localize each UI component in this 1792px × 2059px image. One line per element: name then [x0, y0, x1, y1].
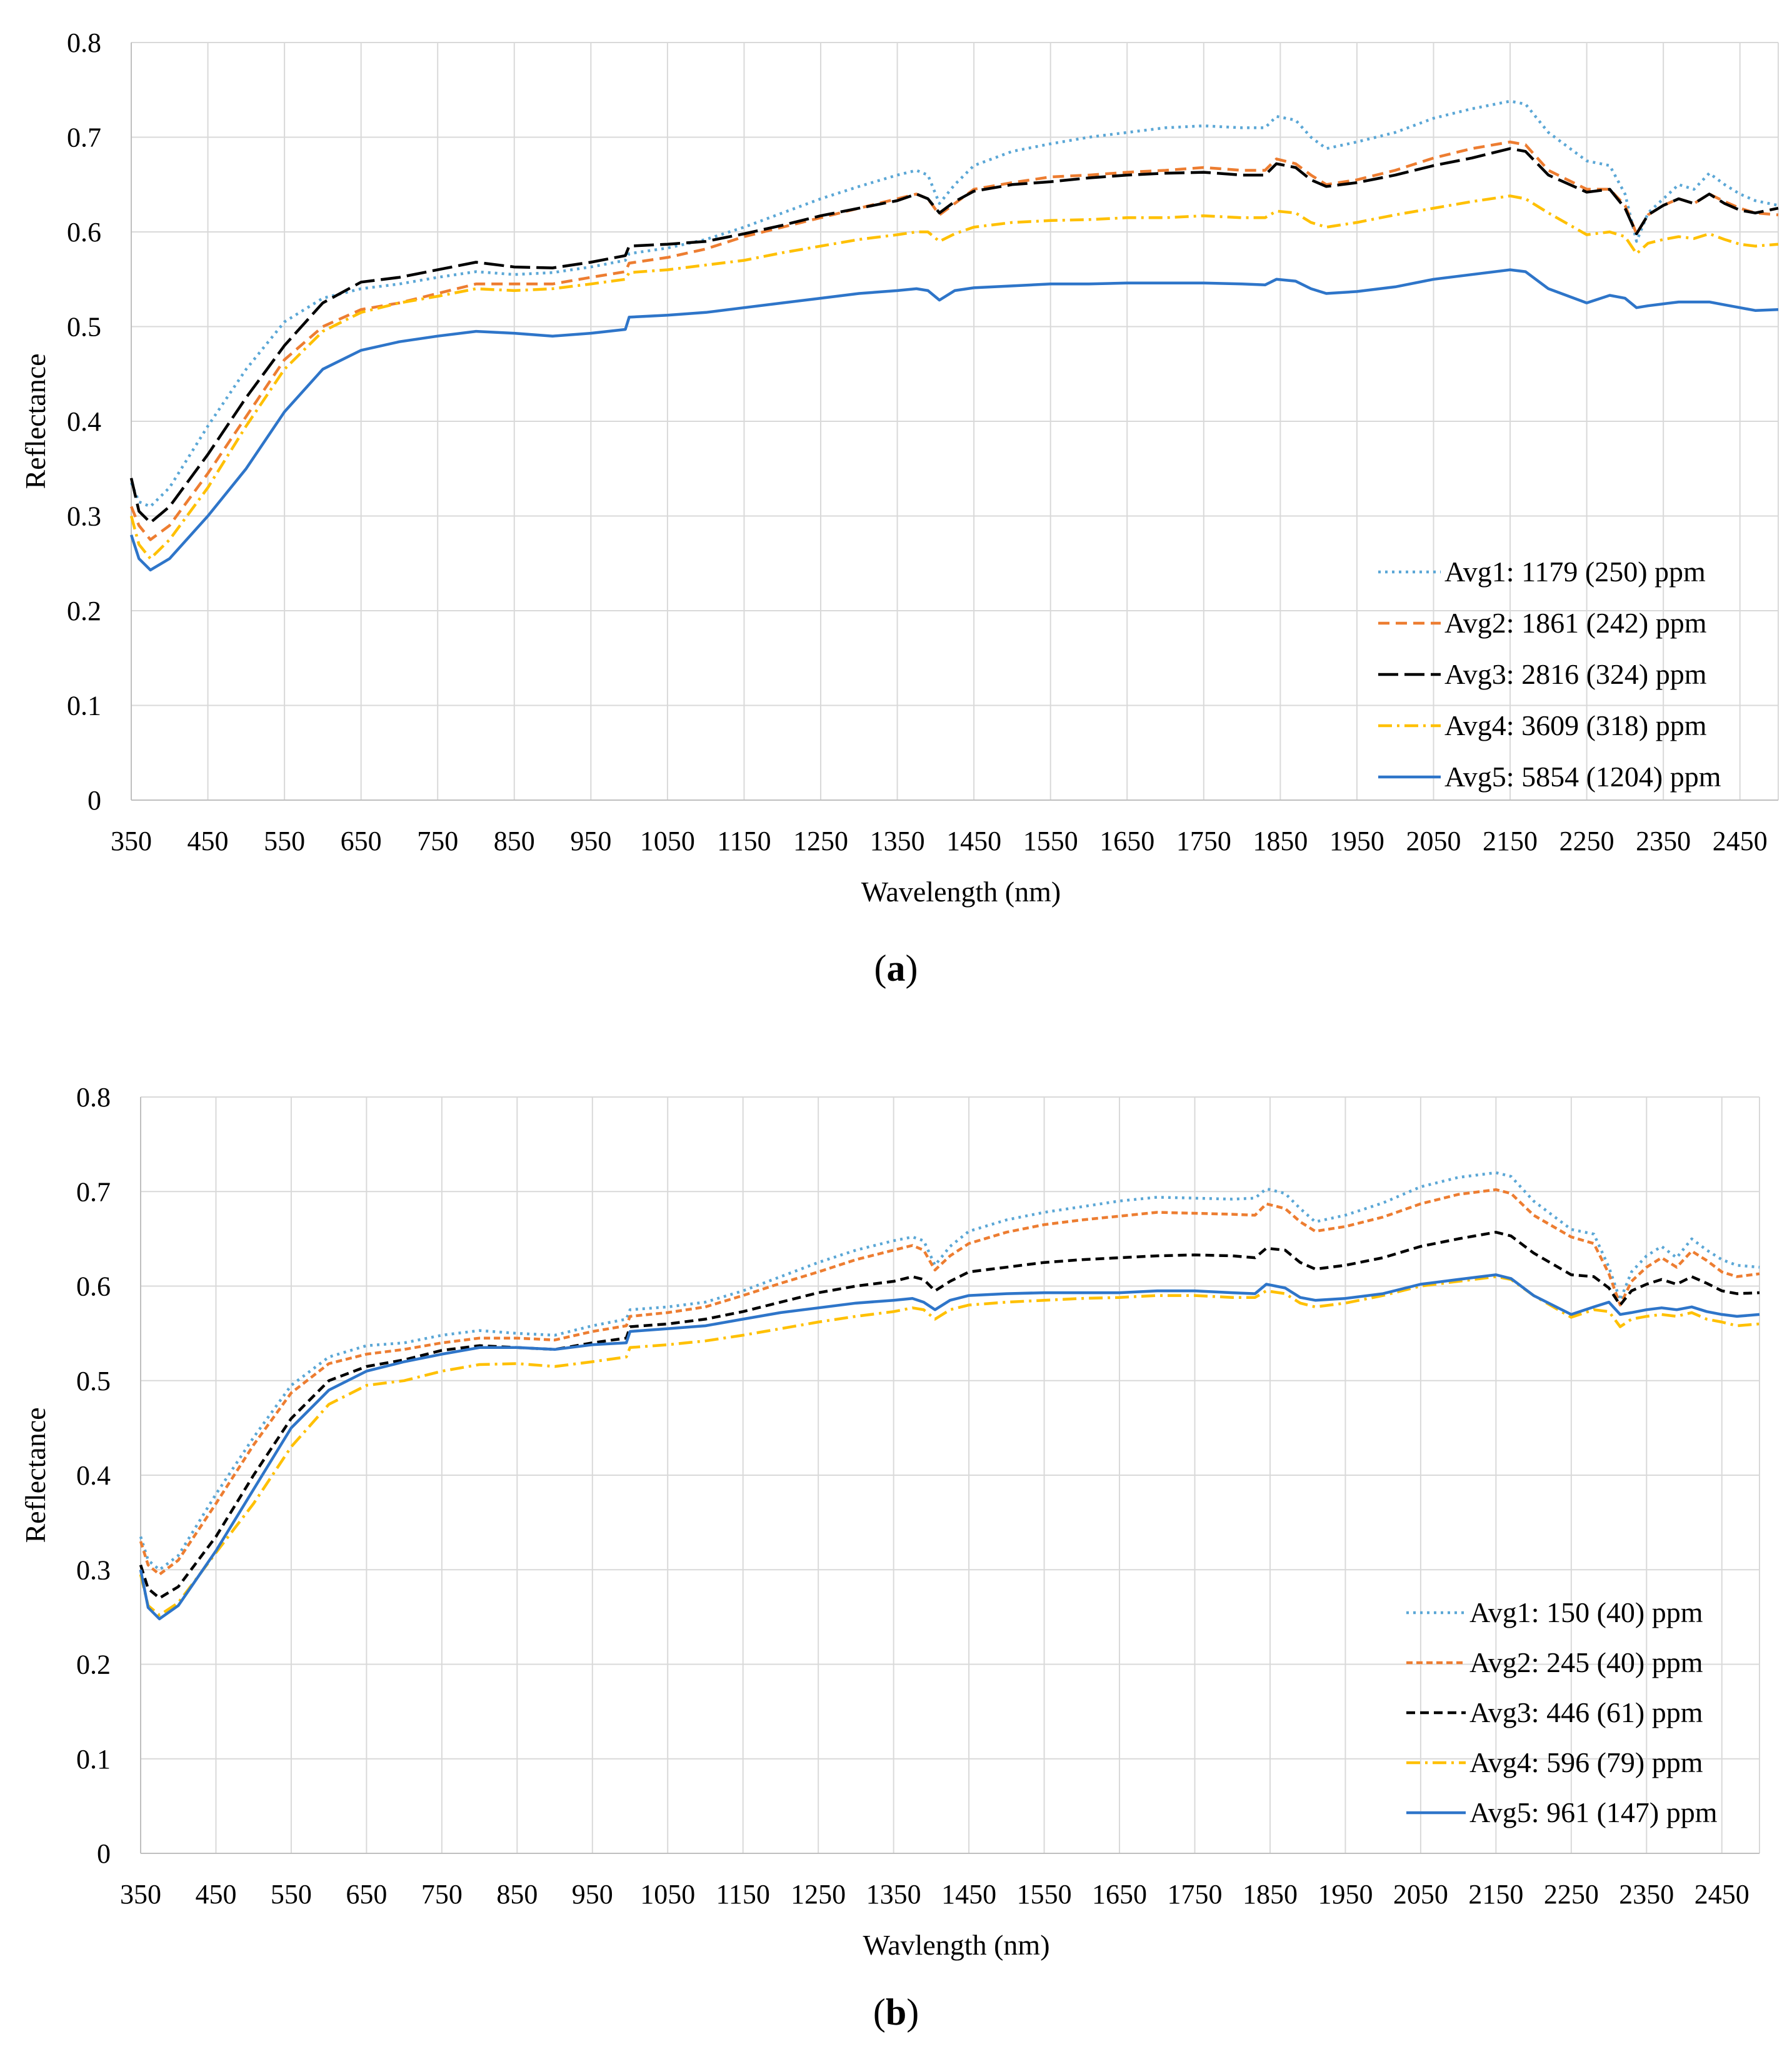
chart-b-y-tick-label: 0.6 [76, 1271, 111, 1302]
chart-a-series-line-avg1 [129, 99, 1779, 508]
chart-a-y-tick-label: 0.1 [67, 691, 101, 721]
chart-b-x-tick-label: 1250 [791, 1879, 846, 1910]
chart-b-legend-label-avg1: Avg1: 150 (40) ppm [1469, 1596, 1703, 1628]
chart-a-y-tick-label: 0 [88, 785, 101, 816]
chart-a-x-tick-label: 1850 [1253, 826, 1308, 856]
chart-a-y-tick-label: 0.4 [67, 406, 101, 437]
chart-b-legend-label-avg5: Avg5: 961 (147) ppm [1469, 1796, 1718, 1828]
chart-b-x-tick-label: 1550 [1017, 1879, 1072, 1910]
chart-a-x-tick-label: 950 [570, 826, 611, 856]
chart-b-series-line-avg5 [139, 1273, 1760, 1621]
chart-a-x-tick-label: 450 [188, 826, 229, 856]
chart-a-x-axis-title: Wavelength (nm) [861, 876, 1061, 908]
chart-b-y-tick-label: 0.3 [76, 1555, 111, 1585]
chart-b-series-line-avg4 [139, 1275, 1760, 1617]
chart-b-x-axis-title: Wavlength (nm) [863, 1929, 1049, 1961]
chart-a-x-tick-label: 1950 [1329, 826, 1384, 856]
chart-a-y-tick-label: 0.7 [67, 123, 101, 153]
chart-b-series-line-avg1 [139, 1171, 1760, 1571]
chart-a-x-tick-label: 2050 [1406, 826, 1461, 856]
chart-b-y-tick-label: 0.1 [76, 1744, 111, 1775]
chart-panel-a: 0 0.1 0.2 0.3 0.4 0.5 0.6 0.7 0.8 350 450 550 650 750… [19, 28, 1779, 989]
chart-a-legend-label-avg4: Avg4: 3609 (318) ppm [1444, 709, 1707, 741]
chart-b-legend-label-avg3: Avg3: 446 (61) ppm [1469, 1696, 1703, 1728]
chart-b-x-tick-label: 850 [496, 1879, 538, 1910]
chart-b-legend: Avg1: 150 (40) ppm Avg2: 245 (40) ppm Avg3… [1406, 1596, 1718, 1828]
chart-a-x-tick-label: 2150 [1483, 826, 1538, 856]
chart-b-legend-label-avg4: Avg4: 596 (79) ppm [1469, 1746, 1703, 1778]
chart-b-x-tick-label: 1450 [941, 1879, 996, 1910]
chart-b-y-tick-label: 0.8 [76, 1082, 111, 1113]
chart-a-svg: 0 0.1 0.2 0.3 0.4 0.5 0.6 0.7 0.8 350 450 550 650 750… [19, 28, 1779, 908]
chart-b-x-tick-label: 1050 [640, 1879, 695, 1910]
chart-a-x-tick-label: 1650 [1099, 826, 1154, 856]
chart-a-x-tick-label: 1250 [793, 826, 848, 856]
chart-a-x-tick-label: 1450 [946, 826, 1001, 856]
chart-b-x-tick-label: 650 [346, 1879, 387, 1910]
chart-a-x-tick-label: 2250 [1559, 826, 1614, 856]
chart-a-legend: Avg1: 1179 (250) ppm Avg2: 1861 (242) ppm… [1378, 556, 1721, 793]
chart-a-series-line-avg3 [129, 147, 1779, 524]
chart-b-x-tick-label: 1150 [716, 1879, 770, 1910]
chart-b-y-tick-label: 0 [97, 1838, 111, 1869]
chart-b-series-line-avg3 [139, 1231, 1760, 1600]
chart-a-series-line-avg5 [129, 268, 1779, 572]
chart-a-x-tick-label: 550 [264, 826, 305, 856]
chart-a-series-line-avg4 [129, 194, 1779, 560]
chart-b-x-tick-label: 450 [195, 1879, 236, 1910]
chart-a-gridlines [131, 42, 1779, 801]
chart-b-x-tick-label: 2350 [1619, 1879, 1674, 1910]
chart-b-y-axis-title: Reflectance [19, 1407, 51, 1543]
chart-b-x-tick-label: 1850 [1243, 1879, 1298, 1910]
chart-a-x-tick-label: 850 [494, 826, 535, 856]
chart-b-x-tick-label: 2050 [1393, 1879, 1448, 1910]
chart-b-gridlines [140, 1096, 1760, 1854]
chart-a-x-tick-label: 650 [341, 826, 382, 856]
chart-b-y-tick-label: 0.2 [76, 1650, 111, 1680]
chart-a-y-tick-label: 0.3 [67, 501, 101, 532]
chart-a-legend-label-avg3: Avg3: 2816 (324) ppm [1444, 658, 1707, 690]
chart-b-x-tick-label: 2150 [1468, 1879, 1523, 1910]
chart-a-x-tick-label: 2450 [1713, 826, 1768, 856]
chart-b-legend-label-avg2: Avg2: 245 (40) ppm [1469, 1646, 1703, 1678]
chart-b-series-line-avg2 [139, 1188, 1760, 1576]
chart-a-x-tick-label: 1550 [1023, 826, 1078, 856]
chart-a-x-tick-label: 2350 [1636, 826, 1691, 856]
chart-a-y-tick-label: 0.8 [67, 28, 101, 58]
chart-b-x-tick-label: 1950 [1318, 1879, 1373, 1910]
chart-a-x-tick-label: 750 [417, 826, 458, 856]
chart-b-y-tick-label: 0.4 [76, 1460, 111, 1491]
chart-b-y-tick-label: 0.7 [76, 1176, 111, 1207]
chart-a-legend-label-avg5: Avg5: 5854 (1204) ppm [1444, 761, 1721, 793]
chart-b-x-tick-label: 1350 [866, 1879, 921, 1910]
chart-a-x-tick-label: 1750 [1176, 826, 1231, 856]
chart-b-x-tick-label: 1750 [1168, 1879, 1223, 1910]
chart-b-x-tick-label: 350 [120, 1879, 161, 1910]
chart-b-x-tick-label: 1650 [1092, 1879, 1147, 1910]
chart-a-legend-label-avg2: Avg2: 1861 (242) ppm [1444, 607, 1707, 639]
panel-label-b: (b) [873, 1991, 919, 2033]
chart-b-y-tick-label: 0.5 [76, 1366, 111, 1396]
panel-label-a: (a) [874, 948, 918, 989]
chart-a-x-tick-label: 1350 [870, 826, 925, 856]
chart-a-y-tick-label: 0.5 [67, 312, 101, 343]
chart-b-x-tick-label: 750 [421, 1879, 463, 1910]
chart-b-x-tick-label: 950 [572, 1879, 613, 1910]
chart-b-x-tick-label: 2450 [1694, 1879, 1749, 1910]
chart-a-y-tick-label: 0.2 [67, 596, 101, 626]
chart-a-y-axis-title: Reflectance [19, 353, 51, 489]
chart-a-y-tick-label: 0.6 [67, 217, 101, 248]
chart-b-x-tick-label: 550 [271, 1879, 312, 1910]
chart-panel-b: 0 0.1 0.2 0.3 0.4 0.5 0.6 0.7 0.8 350 450 550 650 750… [0, 1038, 1792, 2059]
chart-a-legend-label-avg1: Avg1: 1179 (250) ppm [1444, 556, 1706, 588]
chart-a-x-tick-label: 1150 [717, 826, 771, 856]
chart-b-svg: 0 0.1 0.2 0.3 0.4 0.5 0.6 0.7 0.8 350 450 550 650 750… [19, 1082, 1760, 1961]
chart-a-x-tick-label: 350 [111, 826, 152, 856]
chart-a-series-line-avg2 [129, 140, 1779, 541]
chart-b-x-tick-label: 2250 [1544, 1879, 1599, 1910]
chart-a-x-tick-label: 1050 [640, 826, 695, 856]
